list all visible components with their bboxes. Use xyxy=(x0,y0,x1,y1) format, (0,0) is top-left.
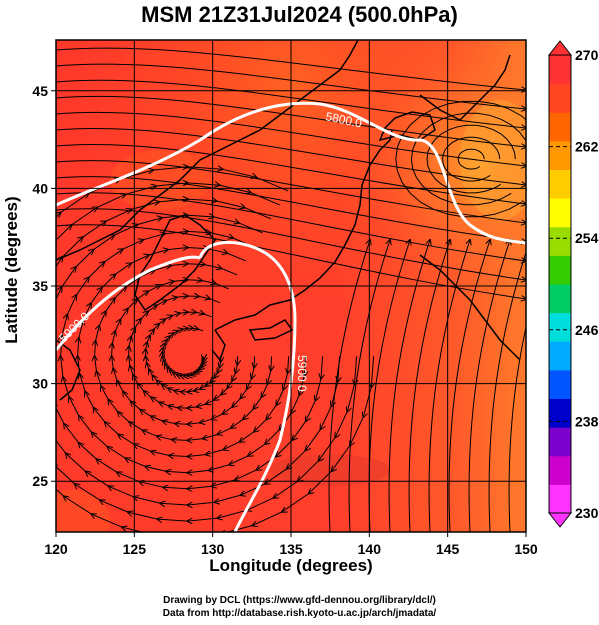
streamline xyxy=(508,324,526,532)
colorbar-min-arrow xyxy=(547,512,573,528)
streamline xyxy=(56,192,526,261)
colorbar-swatch xyxy=(549,455,571,485)
streamline xyxy=(328,240,370,532)
streamline xyxy=(56,208,526,280)
colorbar-swatch xyxy=(549,341,571,371)
streamline xyxy=(56,47,526,90)
contour-label-5900-east: 5900.0 xyxy=(295,355,309,392)
colorbar-swatch xyxy=(549,398,571,428)
streamline xyxy=(56,176,526,242)
streamline xyxy=(56,160,526,223)
colorbar-swatch xyxy=(549,427,571,457)
colorbar-tick-label: 246 xyxy=(575,322,599,338)
graticule xyxy=(51,40,527,537)
colorbar-swatch xyxy=(549,255,571,285)
colorbar-swatch xyxy=(549,55,571,85)
colorbar-tick-label: 254 xyxy=(575,230,599,246)
colorbar-swatch xyxy=(549,484,571,514)
y-axis-label: Latitude (degrees) xyxy=(2,196,21,344)
x-tick-label: 120 xyxy=(44,541,68,557)
streamline xyxy=(388,240,430,532)
colorbar-swatch xyxy=(549,140,571,171)
streamline xyxy=(56,63,526,109)
y-tick-label: 45 xyxy=(32,83,48,99)
y-tick-label: 35 xyxy=(32,278,48,294)
height-contours xyxy=(56,101,526,532)
contour-line-5800 xyxy=(56,101,526,245)
streamline xyxy=(448,240,490,532)
x-tick-label: 135 xyxy=(279,541,303,557)
colorbar-swatch xyxy=(549,226,571,256)
x-tick-labels: 120 125 130 135 140 145 150 xyxy=(44,541,538,557)
colorbar-max-arrow xyxy=(547,40,573,56)
streamline xyxy=(348,240,390,532)
colorbar-tick-label: 262 xyxy=(575,139,599,155)
streamline xyxy=(457,148,485,170)
colorbar-swatch xyxy=(549,112,571,142)
x-tick-label: 140 xyxy=(358,541,382,557)
map-title: MSM 21Z31Jul2024 (500.0hPa) xyxy=(141,2,458,27)
colorbar-swatch xyxy=(549,169,571,199)
colorbar-swatch xyxy=(549,83,571,113)
colorbar-swatch xyxy=(549,284,571,314)
y-tick-label: 40 xyxy=(32,180,48,196)
streamline xyxy=(468,240,510,532)
credit-data: Data from http://database.rish.kyoto-u.a… xyxy=(162,608,437,619)
credit-drawing: Drawing by DCL (https://www.gfd-dennou.o… xyxy=(163,595,436,606)
streamline xyxy=(56,144,526,204)
streamline xyxy=(488,240,526,532)
colorbar-tick-labels: 270 262 254 246 238 230 xyxy=(575,47,599,521)
colorbar-swatch xyxy=(549,198,571,228)
colorbar xyxy=(547,40,573,528)
streamline xyxy=(56,111,526,166)
plot-frame xyxy=(55,39,527,533)
colorbar-swatch xyxy=(549,312,571,342)
contour-line-5900-west xyxy=(56,255,201,351)
colorbar-swatch xyxy=(549,369,571,400)
x-axis-label: Longitude (degrees) xyxy=(209,556,373,575)
colorbar-tick-label: 230 xyxy=(575,505,599,521)
colorbar-tick-label: 270 xyxy=(575,47,599,63)
y-tick-labels: 25 30 35 40 45 xyxy=(32,83,48,489)
y-tick-label: 30 xyxy=(32,376,48,392)
streamline xyxy=(428,240,470,532)
colorbar-tick-label: 238 xyxy=(575,413,599,429)
y-tick-label: 25 xyxy=(32,473,48,489)
x-tick-label: 145 xyxy=(436,541,460,557)
x-tick-label: 125 xyxy=(123,541,147,557)
streamline xyxy=(442,136,501,182)
streamline xyxy=(395,100,526,218)
streamline xyxy=(408,240,450,532)
x-tick-label: 130 xyxy=(201,541,225,557)
contour-line-5900-east xyxy=(198,240,297,532)
x-tick-label: 150 xyxy=(514,541,538,557)
